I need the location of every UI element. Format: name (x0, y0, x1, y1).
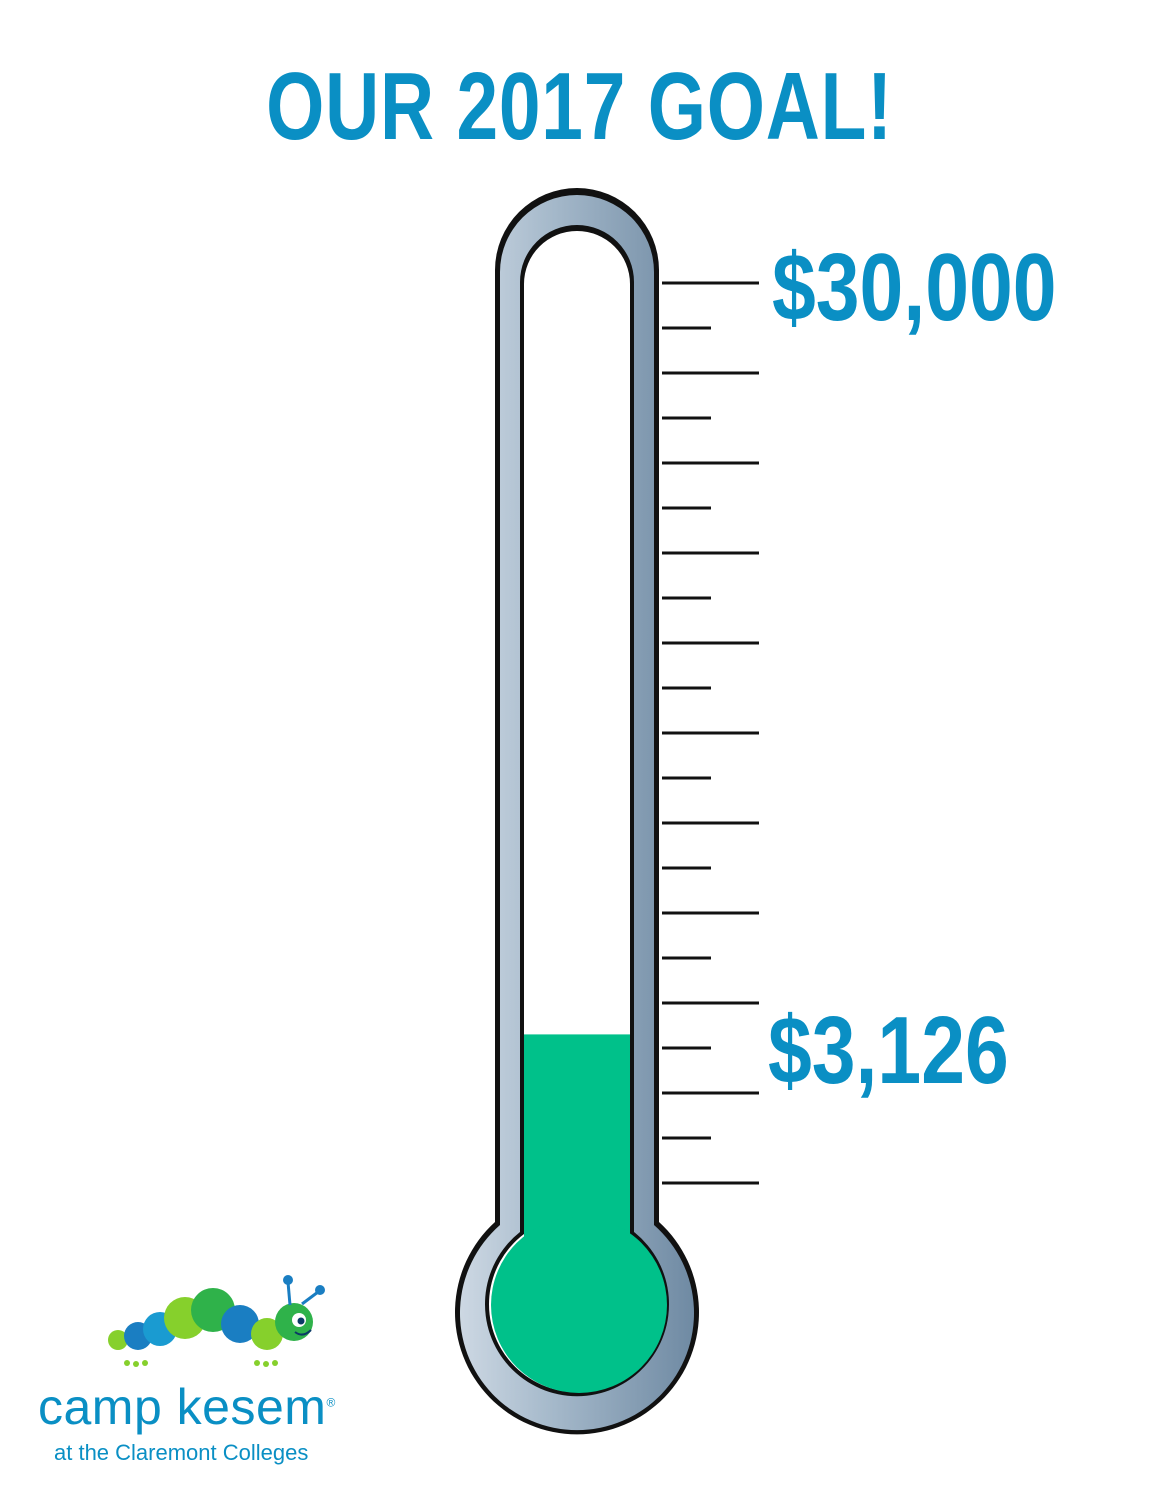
raised-amount: $3,126 (768, 997, 1009, 1104)
thermometer-bulb-fill (491, 1217, 667, 1393)
scale-ticks (662, 281, 759, 1185)
brand-subtitle: at the Claremont Colleges (54, 1440, 309, 1465)
goal-amount: $30,000 (772, 234, 1057, 341)
page-title: OUR 2017 GOAL! (266, 53, 893, 160)
caterpillar-logo-icon (108, 1275, 325, 1367)
brand-name: camp kesem® (38, 1379, 336, 1435)
camp-kesem-logo: camp kesem® at the Claremont Colleges (20, 1270, 400, 1490)
